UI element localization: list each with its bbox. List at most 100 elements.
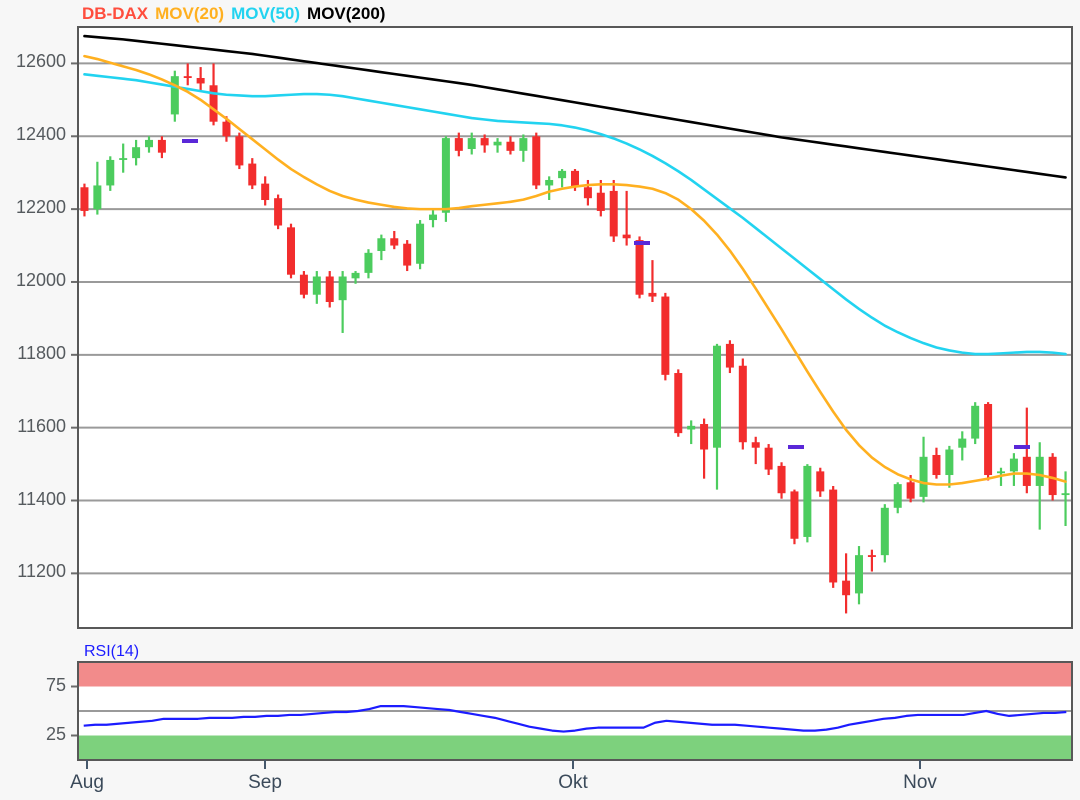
candle-body <box>93 185 102 210</box>
legend-symbol[interactable]: DB-DAX <box>82 4 149 23</box>
candle-body <box>596 192 605 211</box>
price-y-tick-label: 12600 <box>15 51 66 72</box>
candle-body <box>338 276 347 301</box>
candle-body <box>493 141 502 146</box>
candle-body <box>377 238 386 252</box>
candle-body <box>893 484 902 508</box>
candle-body <box>738 365 747 443</box>
candle-body <box>932 454 941 476</box>
price-y-tick-label: 11400 <box>17 488 66 509</box>
candle-body <box>403 243 412 266</box>
candle-body <box>919 456 928 497</box>
candle-body <box>712 345 722 448</box>
candle-body <box>777 465 786 494</box>
x-axis-tick-label: Aug <box>70 772 104 793</box>
candle-body <box>622 234 631 239</box>
ma50-line <box>83 73 1067 356</box>
candle-body <box>996 471 1006 474</box>
candle-body <box>816 471 825 492</box>
candle-body <box>196 77 205 84</box>
candle-body <box>829 489 838 583</box>
candle-body <box>506 141 515 151</box>
candle-body <box>880 507 889 556</box>
price-y-tick-label: 11200 <box>17 561 66 582</box>
legend-ma20[interactable]: MOV(20) <box>155 4 225 23</box>
candle-body <box>1035 456 1044 486</box>
candle-body <box>906 482 915 499</box>
candle-body <box>441 138 450 213</box>
candle-body <box>274 198 283 226</box>
chart-legend: DB-DAX MOV(20) MOV(50) MOV(200) <box>82 4 392 24</box>
candle-body <box>1022 456 1031 486</box>
candle-body <box>725 343 734 368</box>
candle-body <box>183 76 192 78</box>
candle-body <box>661 296 670 375</box>
candle-body <box>1009 458 1018 472</box>
candle-body <box>984 403 993 476</box>
candle-body <box>558 170 567 179</box>
ma200-line <box>83 34 1067 179</box>
price-y-tick-label: 12000 <box>15 269 66 290</box>
x-axis-tick-label: Nov <box>903 772 937 793</box>
candle-body <box>867 555 876 557</box>
candle-body <box>248 163 257 186</box>
price-y-tick-label: 12400 <box>15 124 66 145</box>
candle-body <box>764 447 773 470</box>
candle-body <box>570 170 580 188</box>
candle-body <box>532 136 541 186</box>
price-y-tick-label: 12200 <box>15 197 66 218</box>
candle-body <box>674 373 683 434</box>
rsi-line <box>83 704 1067 733</box>
candle-body <box>1048 456 1057 496</box>
candle-body <box>945 449 954 476</box>
price-y-tick-label: 11800 <box>17 342 66 363</box>
x-axis-tick-label: Okt <box>558 772 588 793</box>
candle-body <box>428 214 438 221</box>
rsi-y-tick-label: 75 <box>45 674 66 695</box>
candle-body <box>364 252 373 273</box>
candle-body <box>390 238 399 246</box>
candle-body <box>132 147 141 159</box>
candle-body <box>325 276 334 303</box>
candle-body <box>971 405 980 439</box>
candle-body <box>351 272 360 279</box>
candle-body <box>583 187 592 199</box>
candle-body <box>467 138 476 150</box>
rsi-legend-label[interactable]: RSI(14) <box>84 643 140 660</box>
candle-body <box>80 187 89 211</box>
candle-body <box>842 580 851 596</box>
legend-ma200[interactable]: MOV(200) <box>307 4 386 23</box>
ma20-line <box>83 54 1067 486</box>
rsi-oversold-zone <box>78 735 1072 760</box>
candle-body <box>222 121 231 137</box>
candle-body <box>261 183 270 201</box>
price-panel-frame <box>77 26 1073 629</box>
candle-body <box>106 159 115 186</box>
candle-body <box>958 438 967 448</box>
candle-body <box>286 227 296 275</box>
candle-body <box>635 240 644 295</box>
candle-body <box>803 465 812 537</box>
candle-body <box>545 179 554 186</box>
candle-body <box>519 138 528 151</box>
candle-body <box>209 85 218 122</box>
candle-body <box>170 76 179 115</box>
candle-body <box>1061 493 1070 496</box>
candle-body <box>648 292 657 297</box>
rsi-y-tick-label: 25 <box>45 723 66 744</box>
candle-body <box>854 555 864 594</box>
candle-body <box>480 138 489 146</box>
candle-body <box>144 139 154 148</box>
candle-body <box>751 442 760 448</box>
price-y-tick-label: 11600 <box>17 415 66 436</box>
candle-body <box>700 424 709 450</box>
candle-body <box>312 276 321 295</box>
candle-body <box>119 158 128 160</box>
legend-ma50[interactable]: MOV(50) <box>231 4 301 23</box>
candle-body <box>299 274 308 295</box>
x-axis-tick-label: Sep <box>248 772 282 793</box>
candle-body <box>454 138 463 151</box>
candle-body <box>609 190 618 237</box>
